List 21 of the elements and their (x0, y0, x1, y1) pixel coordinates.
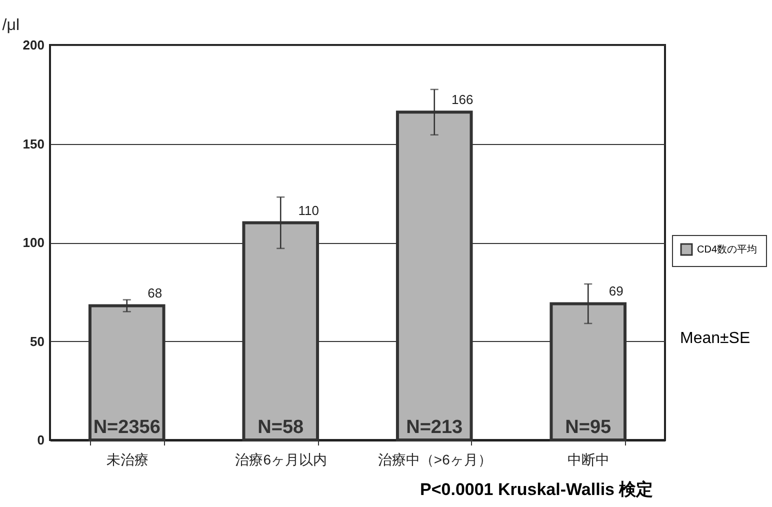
data-label: 69 (608, 284, 624, 299)
x-tick-label: 未治療 (106, 452, 148, 468)
annotation: N=95 (565, 417, 612, 438)
text: Mean±SE (680, 330, 750, 348)
legend-label: CD4数の平均 (697, 244, 758, 256)
y-tick-label: 100 (22, 235, 44, 250)
data-label: 110 (298, 202, 319, 218)
annotation: N=58 (258, 417, 304, 438)
annotation: N=213 (406, 417, 463, 438)
y-tick-label: 200 (22, 38, 44, 52)
y-tick-label: 150 (22, 136, 44, 152)
y-tick-label: 0 (37, 432, 44, 448)
data-label: 166 (452, 92, 474, 108)
y-axis-title: /μl (2, 17, 20, 34)
x-tick-label: 治療中（>6ヶ月） (378, 452, 492, 468)
x-tick-label: 治療6ヶ月以内 (235, 452, 328, 468)
text: P<0.0001 Kruskal-Wallis 検定 (420, 479, 654, 501)
data-label: 68 (148, 286, 162, 301)
annotation: N=2356 (93, 417, 160, 438)
x-tick-label: 中断中 (568, 452, 610, 468)
y-tick-label: 50 (30, 334, 44, 349)
